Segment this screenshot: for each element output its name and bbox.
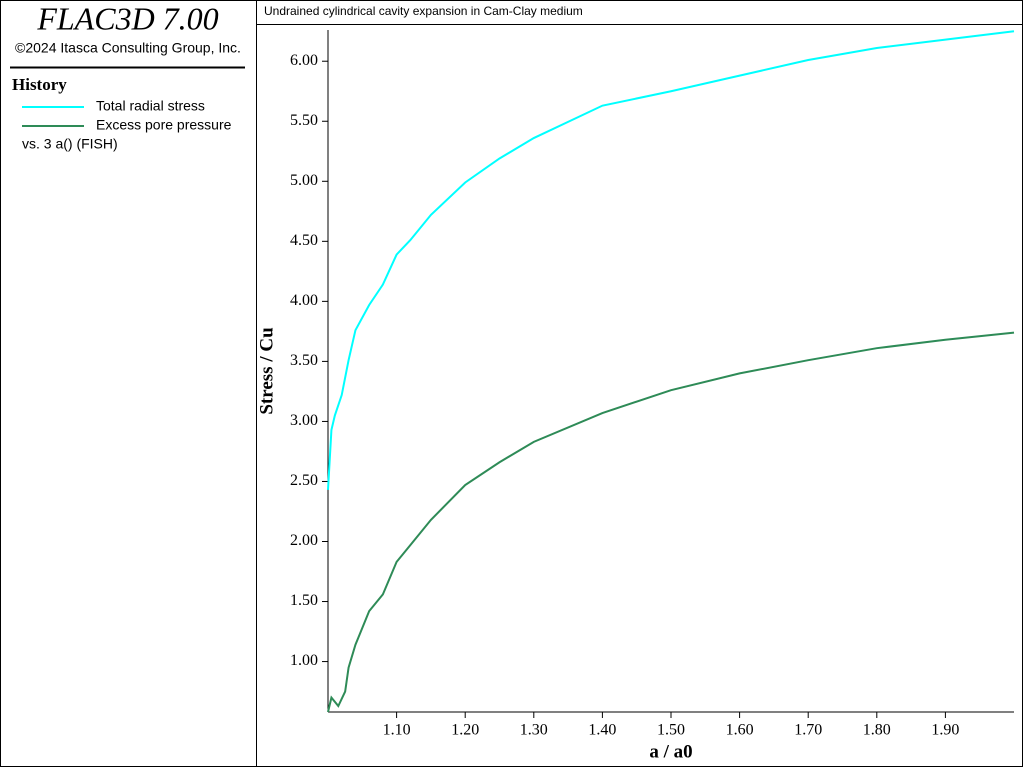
y-tick-label: 4.00 — [290, 292, 318, 309]
x-tick-label: 1.30 — [520, 722, 548, 739]
y-tick-label: 1.50 — [290, 592, 318, 609]
legend-label: Total radial stress — [96, 98, 205, 114]
series-line — [327, 30, 1015, 490]
x-tick-label: 1.80 — [863, 722, 891, 739]
y-tick-label: 6.00 — [290, 52, 318, 69]
legend-note: vs. 3 a() (FISH) — [22, 136, 118, 152]
x-tick-label: 1.90 — [931, 722, 959, 739]
y-tick-label: 3.00 — [290, 412, 318, 429]
x-tick-label: 1.50 — [657, 722, 685, 739]
product-title: FLAC3D 7.00 — [36, 0, 218, 36]
y-tick-label: 5.00 — [290, 172, 318, 189]
legend-label: Excess pore pressure — [96, 117, 232, 133]
x-tick-label: 1.10 — [383, 722, 411, 739]
y-tick-label: 4.50 — [290, 232, 318, 249]
y-tick-label: 1.00 — [290, 652, 318, 669]
y-tick-label: 2.00 — [290, 532, 318, 549]
y-tick-label: 5.50 — [290, 112, 318, 129]
y-axis-label: Stress / Cu — [256, 327, 277, 415]
chart-title: Undrained cylindrical cavity expansion i… — [264, 4, 583, 18]
y-tick-label: 3.50 — [290, 352, 318, 369]
y-tick-label: 2.50 — [290, 472, 318, 489]
copyright: ©2024 Itasca Consulting Group, Inc. — [15, 40, 241, 56]
x-axis-label: a / a0 — [649, 741, 692, 762]
series-line — [327, 331, 1015, 713]
x-tick-label: 1.40 — [588, 722, 616, 739]
x-tick-label: 1.70 — [794, 722, 822, 739]
x-tick-label: 1.20 — [451, 722, 479, 739]
x-tick-label: 1.60 — [726, 722, 754, 739]
legend-title: History — [12, 75, 67, 94]
